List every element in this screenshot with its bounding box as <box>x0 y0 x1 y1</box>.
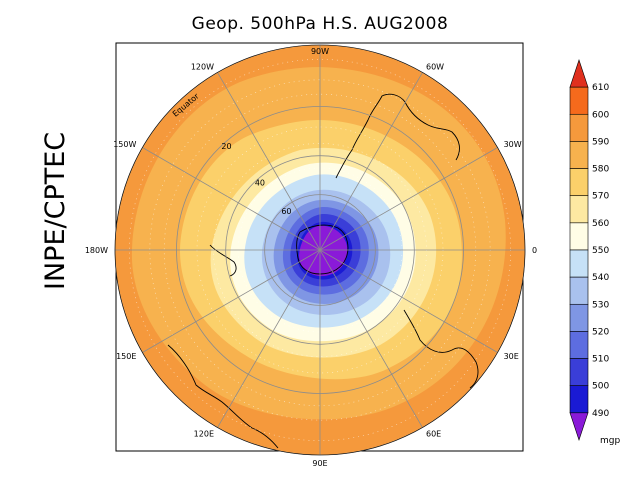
lon-label: 120E <box>194 430 214 439</box>
antarctica-low <box>299 225 348 277</box>
colorbar-swatch <box>569 195 589 224</box>
africa-coast <box>403 309 479 389</box>
colorbar-swatch <box>569 303 589 332</box>
australia-coast <box>167 344 279 449</box>
meridian-line <box>319 249 498 353</box>
meridian-line <box>319 72 423 251</box>
lon-label: 90E <box>312 459 327 468</box>
colorbar-tick-label: 610 <box>592 83 609 93</box>
lat-label: 20 <box>221 142 231 151</box>
colorbar-tick-label: 550 <box>592 246 609 256</box>
colorbar-tick-label: 600 <box>592 110 609 120</box>
lon-label: 150W <box>113 140 136 149</box>
longitude-labels: 90W 60W 30W 0 30E 60E 90E 120E 150E 180W 150W 120W <box>85 47 537 468</box>
colorbar-swatch <box>569 358 589 387</box>
lon-label: 30E <box>504 352 519 361</box>
colorbar-unit: mgp <box>600 436 620 446</box>
colorbar-tick-label: 520 <box>592 327 609 337</box>
meridian-line <box>217 249 321 428</box>
colorbar-swatch <box>569 141 589 169</box>
lon-label: 30W <box>504 140 522 149</box>
meridian-line <box>142 249 321 353</box>
colorbar-bottom-arrow <box>569 412 589 441</box>
colorbar-tick-label: 540 <box>592 273 609 283</box>
lon-label: 150E <box>116 352 136 361</box>
colorbar-swatch <box>569 276 589 305</box>
colorbar-tick-label: 500 <box>592 382 609 392</box>
colorbar: 610 600 590 580 570 560 550 540 530 520 510 500 490 m… <box>569 59 620 446</box>
lon-label: 60W <box>426 62 444 71</box>
meridian-line <box>142 147 321 251</box>
lon-label: 90W <box>311 47 329 56</box>
colorbar-swatch <box>569 113 589 142</box>
lat-label: 40 <box>255 178 265 187</box>
south-america-coast <box>335 93 460 179</box>
colorbar-swatch <box>569 385 589 414</box>
meridian-line <box>217 72 321 251</box>
colorbar-swatch <box>569 249 589 278</box>
colorbar-tick-label: 580 <box>592 165 609 175</box>
colorbar-swatch <box>569 86 589 115</box>
lon-label: 180W <box>85 246 108 255</box>
meridian-line <box>319 147 498 251</box>
colorbar-tick-label: 570 <box>592 192 609 202</box>
colorbar-tick-label: 530 <box>592 300 609 310</box>
colorbar-swatch <box>569 168 589 197</box>
colorbar-tick-label: 590 <box>592 137 609 147</box>
lat-label: 60 <box>281 207 291 216</box>
map-boundary <box>114 44 526 456</box>
colorbar-swatch <box>569 222 589 251</box>
lon-label: 0 <box>532 246 537 255</box>
new-zealand-coast <box>209 244 237 277</box>
colorbar-tick-label: 490 <box>592 409 609 419</box>
lon-label: 120W <box>191 62 214 71</box>
lon-label: 60E <box>426 430 441 439</box>
colorbar-tick-label: 510 <box>592 355 609 365</box>
colorbar-top-arrow <box>569 59 589 88</box>
colorbar-tick-label: 560 <box>592 219 609 229</box>
antarctica-coast <box>296 224 349 275</box>
meridian-line <box>319 249 423 428</box>
colorbar-swatch <box>569 331 589 359</box>
map-title: Geop. 500hPa H.S. AUG2008 <box>191 14 449 34</box>
